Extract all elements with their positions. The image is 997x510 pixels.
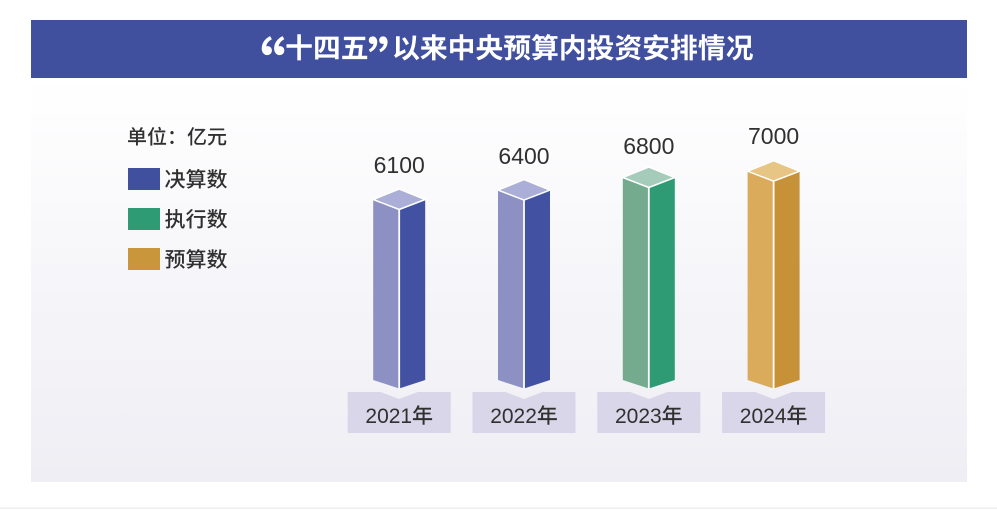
svg-text:2021: 2021 — [365, 405, 412, 428]
svg-text:2024: 2024 — [740, 405, 787, 428]
svg-text:6400: 6400 — [498, 143, 549, 169]
svg-text:2023: 2023 — [615, 405, 662, 428]
svg-text:6800: 6800 — [623, 133, 674, 159]
svg-text:6100: 6100 — [374, 152, 425, 178]
svg-text:2022: 2022 — [490, 405, 537, 428]
svg-text:7000: 7000 — [748, 123, 799, 149]
